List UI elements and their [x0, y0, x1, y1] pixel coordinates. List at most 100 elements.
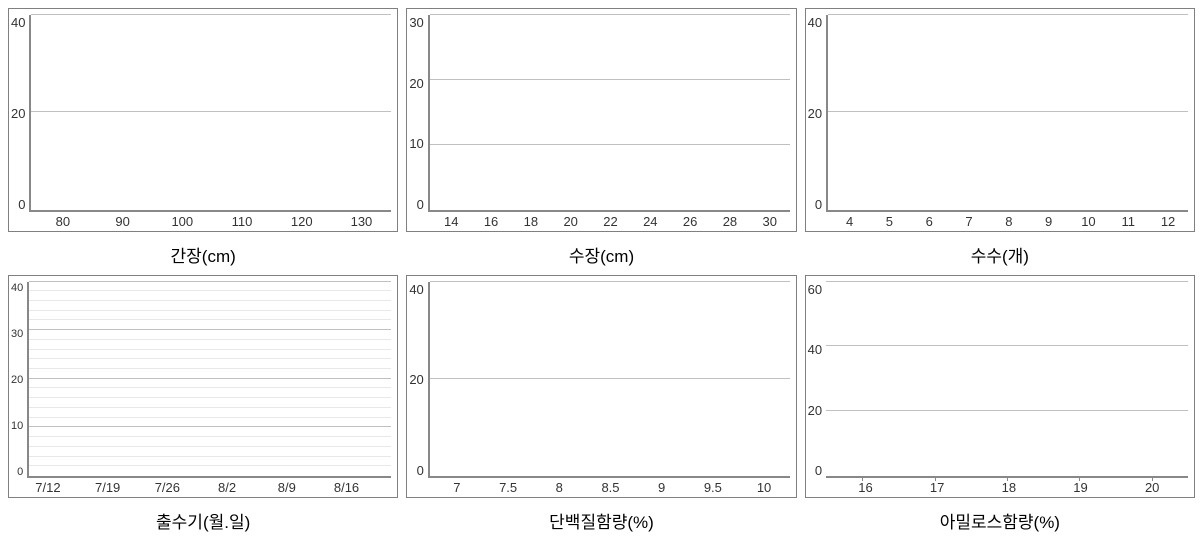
x-tick-label: 16	[830, 480, 902, 495]
y-tick-label: 0	[815, 197, 822, 212]
bars-region	[826, 282, 1188, 479]
y-tick-label: 20	[808, 106, 822, 121]
x-axis: 77.588.599.510	[409, 480, 789, 495]
y-tick-label: 40	[808, 15, 822, 30]
x-tick-label: 12	[1148, 214, 1188, 229]
chart-grid: 402008090100110120130 간장(cm) 30201001416…	[8, 8, 1195, 533]
chart-caption-5: 아밀로스함량(%)	[940, 498, 1060, 533]
x-tick-label: 14	[431, 214, 471, 229]
x-tick-mark	[935, 476, 936, 481]
chart-cell-2: 40200456789101112 수수(개)	[805, 8, 1195, 267]
chart-caption-2: 수수(개)	[971, 232, 1029, 267]
x-tick-label: 19	[1045, 480, 1117, 495]
chart-cell-4: 4020077.588.599.510 단백질함량(%)	[406, 275, 796, 534]
x-axis: 7/127/197/268/28/98/16	[11, 480, 391, 495]
x-tick-label: 10	[1069, 214, 1109, 229]
y-tick-label: 20	[11, 106, 25, 121]
plot-area: 40200	[409, 282, 789, 479]
x-tick-marks	[826, 476, 1188, 481]
x-tick-label: 20	[551, 214, 591, 229]
x-tick-label: 17	[901, 480, 973, 495]
chart-cell-0: 402008090100110120130 간장(cm)	[8, 8, 398, 267]
bars-region	[826, 15, 1188, 212]
x-tick-label: 20	[1116, 480, 1188, 495]
x-tick-label: 8/2	[212, 480, 242, 495]
x-tick-label	[63, 480, 93, 495]
x-tick-label: 7	[949, 214, 989, 229]
y-tick-label: 10	[11, 420, 23, 432]
x-tick-label: 130	[332, 214, 392, 229]
x-tick-label: 16	[471, 214, 511, 229]
plot-area: 3020100	[409, 15, 789, 212]
chart-caption-3: 출수기(월.일)	[156, 498, 250, 533]
x-tick-label: 100	[152, 214, 212, 229]
y-tick-label: 0	[815, 463, 822, 478]
x-tick-mark	[1152, 476, 1153, 481]
y-tick-label: 40	[409, 282, 423, 297]
y-tick-label: 30	[11, 328, 23, 340]
y-axis: 3020100	[409, 15, 427, 212]
x-tick-label: 26	[670, 214, 710, 229]
x-tick-label: 5	[869, 214, 909, 229]
chart-cell-1: 3020100141618202224262830 수장(cm)	[406, 8, 796, 267]
chart-caption-1: 수장(cm)	[569, 232, 634, 267]
x-tick-label: 11	[1108, 214, 1148, 229]
y-tick-label: 20	[11, 374, 23, 386]
y-axis: 40 20 0	[808, 15, 826, 212]
y-tick-label: 0	[18, 197, 25, 212]
x-axis: 456789101112	[808, 214, 1188, 229]
x-tick-label: 8/16	[332, 480, 362, 495]
bars-container	[430, 15, 790, 210]
bars-region	[29, 15, 391, 212]
plot-area: 40 20 0	[808, 15, 1188, 212]
x-tick-label	[302, 480, 332, 495]
x-tick-label: 110	[212, 214, 272, 229]
bars-region	[428, 282, 790, 479]
x-tick-label: 9	[636, 480, 687, 495]
y-axis: 40200	[11, 15, 29, 212]
y-tick-label: 20	[808, 403, 822, 418]
chart-cell-3: 4030201007/127/197/268/28/98/16 출수기(월.일)	[8, 275, 398, 534]
x-axis: 1617181920	[808, 480, 1188, 495]
y-axis: 60 40 20 0	[808, 282, 826, 479]
x-tick-label: 28	[710, 214, 750, 229]
x-tick-label: 4	[830, 214, 870, 229]
chart-box-3: 4030201007/127/197/268/28/98/16	[8, 275, 398, 499]
y-tick-label: 20	[409, 76, 423, 91]
x-tick-label: 7	[431, 480, 482, 495]
x-tick-label: 7/12	[33, 480, 63, 495]
x-tick-mark	[1079, 476, 1080, 481]
y-tick-label: 40	[808, 342, 822, 357]
x-tick-label: 80	[33, 214, 93, 229]
x-tick-label: 6	[909, 214, 949, 229]
x-tick-label: 18	[973, 480, 1045, 495]
x-tick-label: 9.5	[687, 480, 738, 495]
x-tick-label: 7.5	[483, 480, 534, 495]
bars-container	[29, 282, 391, 477]
y-tick-label: 40	[11, 282, 23, 294]
bars-container	[31, 15, 391, 210]
x-tick-label: 7/26	[152, 480, 182, 495]
x-tick-label: 90	[93, 214, 153, 229]
x-tick-mark	[862, 476, 863, 481]
chart-caption-0: 간장(cm)	[171, 232, 236, 267]
bars-region	[428, 15, 790, 212]
plot-area: 403020100	[11, 282, 391, 479]
y-tick-label: 0	[417, 463, 424, 478]
bars-container	[826, 282, 1188, 477]
chart-box-2: 40200456789101112	[805, 8, 1195, 232]
x-tick-label: 24	[630, 214, 670, 229]
x-tick-label: 8	[989, 214, 1029, 229]
x-tick-label	[242, 480, 272, 495]
y-tick-label: 60	[808, 282, 822, 297]
chart-caption-4: 단백질함량(%)	[549, 498, 654, 533]
x-tick-label: 8/9	[272, 480, 302, 495]
x-axis: 8090100110120130	[11, 214, 391, 229]
chart-box-5: 60402001617181920	[805, 275, 1195, 499]
x-tick-label	[182, 480, 212, 495]
x-tick-label: 9	[1029, 214, 1069, 229]
x-tick-mark	[1007, 476, 1008, 481]
y-axis: 40200	[409, 282, 427, 479]
bars-region	[27, 282, 391, 479]
bars-container	[430, 282, 790, 477]
